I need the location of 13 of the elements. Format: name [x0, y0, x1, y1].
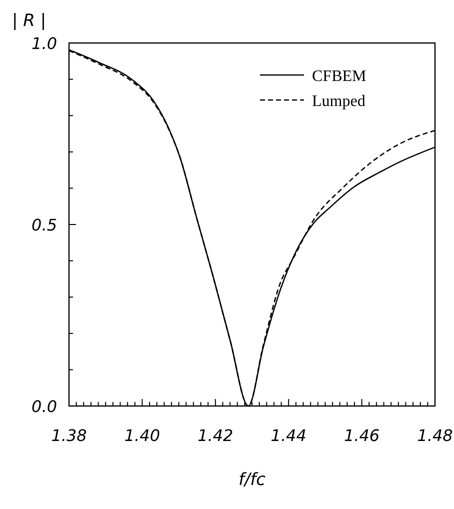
x-tick-label: 1.40 [124, 426, 160, 445]
x-tick-label: 1.46 [344, 426, 380, 445]
x-tick-label: 1.42 [198, 426, 234, 445]
y-axis-title: | R | [12, 11, 46, 31]
legend-label: Lumped [312, 93, 366, 110]
x-axis-title: f/fc [238, 470, 266, 490]
x-tick-label: 1.44 [270, 426, 306, 445]
x-tick-label: 1.48 [417, 426, 453, 445]
legend-label: CFBEM [312, 68, 366, 85]
x-tick-label: 1.38 [51, 426, 87, 445]
y-tick-label: 1.0 [32, 34, 57, 53]
y-tick-label: 0.0 [32, 397, 57, 416]
y-tick-label: 0.5 [32, 216, 57, 234]
